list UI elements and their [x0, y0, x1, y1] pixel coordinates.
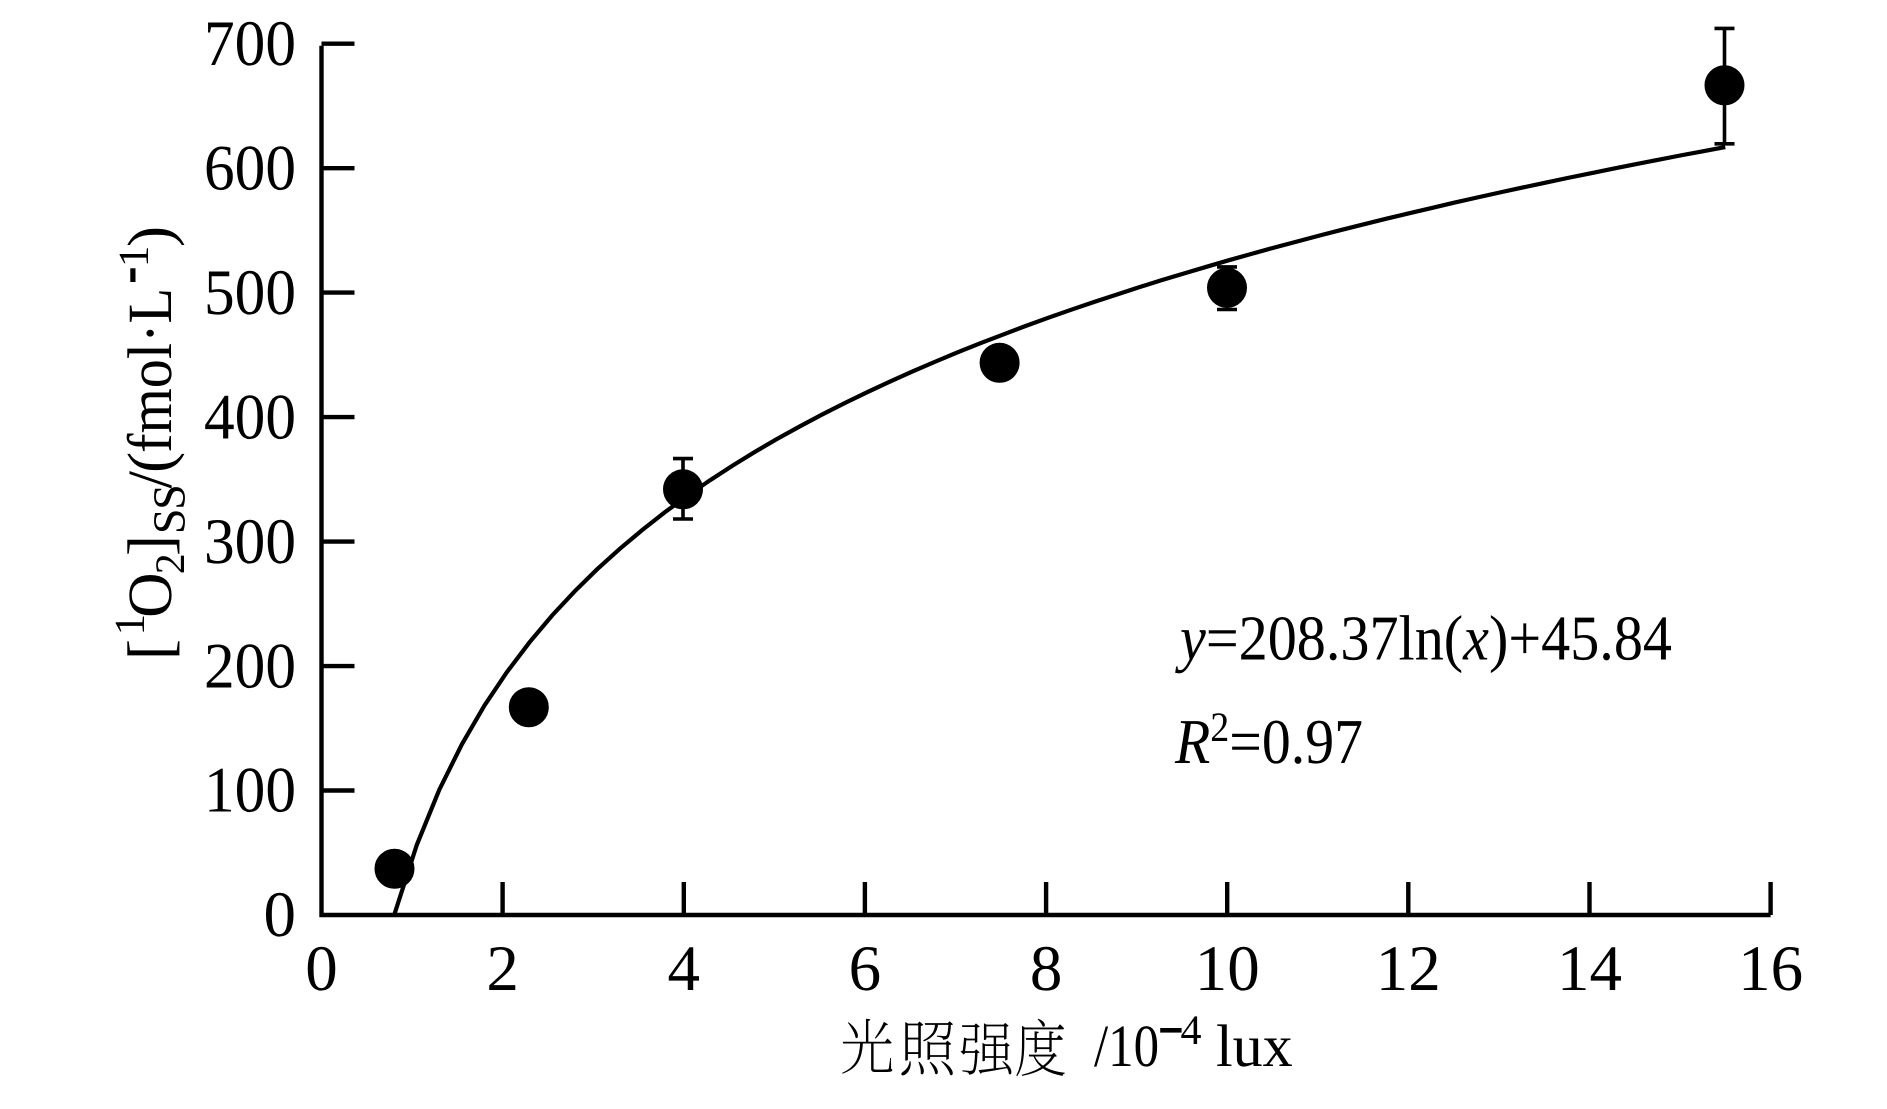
svg-text:2: 2	[486, 933, 519, 1005]
svg-text:): )	[115, 226, 185, 247]
svg-text:]: ]	[115, 535, 185, 556]
svg-text:S: S	[144, 509, 195, 535]
svg-text:2: 2	[148, 553, 194, 574]
svg-text:100: 100	[204, 755, 296, 827]
svg-text:200: 200	[204, 630, 296, 702]
svg-text:300: 300	[204, 506, 296, 578]
svg-text:16: 16	[1738, 933, 1803, 1005]
svg-text:10: 10	[1195, 933, 1260, 1005]
svg-text:[: [	[115, 639, 185, 660]
svg-text:1: 1	[107, 614, 154, 636]
svg-text:6: 6	[849, 933, 882, 1005]
svg-text:12: 12	[1376, 933, 1441, 1005]
svg-text:1: 1	[111, 246, 158, 268]
svg-text:0: 0	[305, 933, 338, 1005]
svg-text:R2=0.97: R2=0.97	[1174, 705, 1363, 777]
svg-text:4: 4	[668, 933, 701, 1005]
svg-text:/: /	[115, 471, 185, 489]
svg-text:y=208.37ln(x)+45.84: y=208.37ln(x)+45.84	[1175, 603, 1672, 674]
svg-text:0: 0	[264, 879, 297, 951]
svg-text:14: 14	[1557, 933, 1622, 1005]
svg-text:500: 500	[204, 257, 296, 329]
svg-text:S: S	[144, 484, 195, 510]
svg-text:(: (	[115, 452, 185, 473]
svg-text:O: O	[115, 572, 185, 618]
svg-text:lux: lux	[1216, 1013, 1293, 1079]
svg-text:700: 700	[204, 8, 296, 80]
svg-text:4: 4	[1181, 1008, 1202, 1054]
svg-text:400: 400	[204, 381, 296, 453]
svg-text:/10: /10	[1094, 1013, 1159, 1079]
svg-text:600: 600	[204, 132, 296, 204]
svg-text:fmol·L: fmol·L	[115, 288, 185, 453]
svg-text:8: 8	[1030, 933, 1063, 1005]
